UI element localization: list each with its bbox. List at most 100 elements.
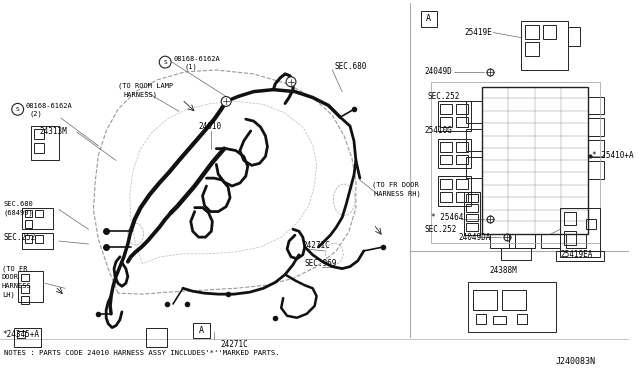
Bar [525, 25, 539, 39]
Bar [20, 285, 29, 293]
Bar [440, 117, 452, 127]
Bar [541, 234, 561, 248]
Text: S: S [163, 60, 167, 65]
Text: 24049D: 24049D [425, 67, 452, 77]
Text: HARNESS: HARNESS [2, 283, 32, 289]
Bar [456, 142, 468, 151]
Bar [564, 212, 576, 225]
Bar [14, 328, 42, 347]
Bar [466, 194, 478, 202]
Bar [145, 328, 167, 347]
Bar [466, 204, 478, 212]
Bar [466, 223, 478, 231]
Bar [525, 42, 539, 56]
Bar [588, 96, 604, 114]
Text: 08168-6162A: 08168-6162A [26, 103, 72, 109]
Circle shape [12, 103, 24, 115]
Bar [473, 290, 497, 310]
Text: (1): (1) [185, 64, 198, 70]
Bar [456, 154, 468, 164]
Bar [17, 331, 24, 339]
Text: NOTES : PARTS CODE 24010 HARNESS ASSY INCLUDES'*''MARKED PARTS.: NOTES : PARTS CODE 24010 HARNESS ASSY IN… [4, 350, 280, 356]
Bar [482, 87, 588, 234]
Bar [566, 234, 586, 248]
Text: J240083N: J240083N [556, 357, 595, 366]
Bar [493, 316, 506, 324]
Text: SEC.252: SEC.252 [4, 232, 36, 242]
Text: 24313M: 24313M [39, 128, 67, 137]
Bar [543, 25, 556, 39]
Text: HARNESS): HARNESS) [124, 91, 158, 98]
Bar [456, 117, 468, 127]
Text: HARNESS RH): HARNESS RH) [374, 190, 420, 197]
Text: SEC.252: SEC.252 [428, 92, 460, 101]
Bar [466, 157, 482, 178]
Text: (68499): (68499) [4, 209, 34, 216]
Text: 24388M: 24388M [490, 266, 517, 275]
Bar [568, 27, 580, 46]
Bar [521, 21, 568, 70]
Text: LH): LH) [2, 292, 15, 298]
Bar [466, 102, 482, 123]
Bar [466, 214, 478, 221]
Text: 25410G: 25410G [425, 126, 452, 135]
Text: SEC.680: SEC.680 [4, 201, 34, 207]
Bar [24, 209, 33, 218]
Bar [35, 129, 44, 139]
Bar [24, 235, 33, 243]
Bar [421, 11, 436, 27]
Bar [564, 231, 576, 245]
Bar [502, 290, 526, 310]
Text: (2): (2) [29, 111, 42, 118]
Bar [561, 208, 600, 257]
Bar [515, 234, 535, 248]
Bar [440, 154, 452, 164]
Text: SEC.680: SEC.680 [334, 61, 367, 71]
Bar [456, 105, 468, 114]
Text: 08168-6162A: 08168-6162A [173, 56, 220, 62]
Bar [466, 129, 482, 151]
Bar [22, 233, 53, 249]
Bar [18, 270, 44, 302]
Text: A: A [199, 326, 204, 335]
Bar [440, 192, 452, 202]
Text: (TO ROOM LAMP: (TO ROOM LAMP [118, 83, 173, 89]
Text: (TO FR DOOR: (TO FR DOOR [372, 182, 419, 188]
Bar [501, 248, 531, 260]
Bar [476, 314, 486, 324]
Bar [588, 140, 604, 157]
Text: 25419EA: 25419EA [561, 250, 593, 259]
Bar [440, 142, 452, 151]
Circle shape [159, 56, 171, 68]
Bar [35, 235, 44, 243]
Bar [438, 176, 471, 206]
Bar [20, 296, 29, 304]
Text: SEC.969: SEC.969 [305, 259, 337, 268]
Text: 24271C: 24271C [303, 241, 331, 250]
Text: *24345+A: *24345+A [2, 330, 39, 339]
Bar [588, 161, 604, 179]
Text: 24271C: 24271C [220, 340, 248, 349]
Text: (TO FR: (TO FR [2, 265, 28, 272]
Text: A: A [426, 15, 431, 23]
Bar [456, 179, 468, 189]
Text: 25419E: 25419E [464, 28, 492, 37]
Bar [556, 251, 604, 261]
Bar [20, 273, 29, 281]
Bar [31, 126, 59, 160]
Bar [438, 139, 471, 168]
Text: * 25410+A: * 25410+A [592, 151, 634, 160]
Bar [456, 192, 468, 202]
Bar [35, 209, 44, 218]
Text: * 25464: * 25464 [431, 213, 463, 222]
Text: DOOR: DOOR [2, 275, 19, 280]
Bar [468, 282, 556, 331]
Bar [24, 221, 33, 228]
Bar [490, 234, 509, 248]
Bar [586, 219, 596, 229]
Bar [464, 192, 480, 235]
Bar [431, 82, 600, 243]
Text: 24049DA: 24049DA [458, 232, 490, 242]
Bar [35, 143, 44, 153]
Text: S: S [16, 107, 20, 112]
